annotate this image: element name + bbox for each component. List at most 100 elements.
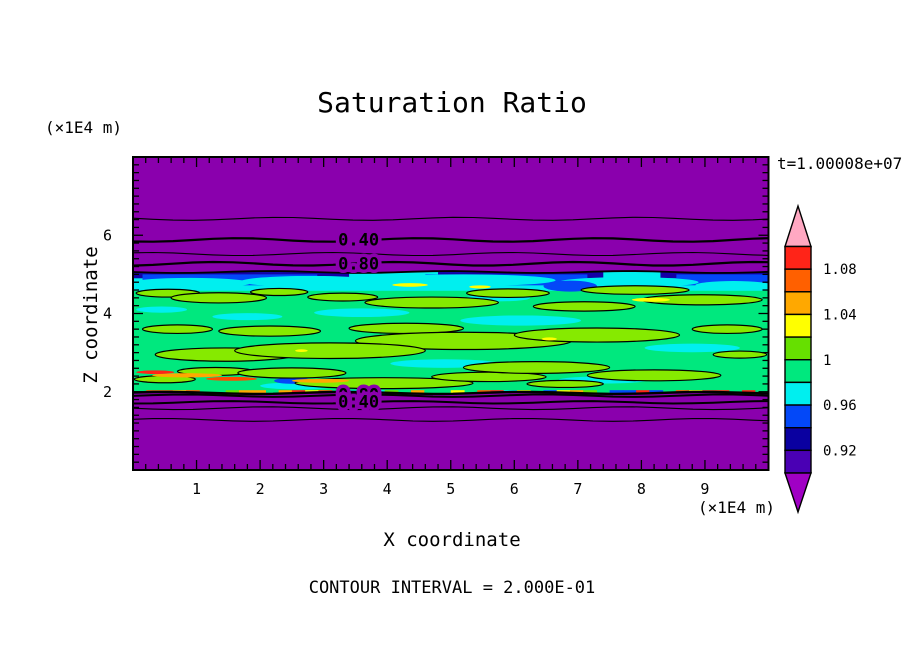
- x-axis-title: X coordinate: [383, 529, 520, 551]
- contour-label: 0.40: [338, 230, 379, 250]
- colorbar-segment: [784, 359, 812, 384]
- yellow-speck: [392, 283, 428, 287]
- chartreuse-blob: [526, 379, 604, 389]
- chartreuse-blob: [691, 324, 763, 335]
- chartreuse-blob: [712, 350, 768, 359]
- contour-line: [133, 400, 769, 405]
- colorbar-segment: [784, 313, 812, 338]
- x-tick-label: 3: [319, 480, 328, 498]
- z-tick-label: 6: [103, 226, 112, 244]
- chartreuse-blob: [364, 296, 500, 309]
- speckle: [212, 390, 227, 393]
- colorbar-under-arrow: [784, 472, 812, 515]
- speckle: [424, 390, 439, 393]
- speckle: [225, 390, 240, 393]
- chartreuse-blob: [170, 292, 268, 304]
- speckle: [649, 390, 664, 393]
- z-axis-unit-label: (×1E4 m): [45, 118, 122, 137]
- colorbar-segment: [784, 291, 812, 316]
- blue-stripe-segment: [676, 274, 769, 286]
- contour-line: [133, 418, 769, 422]
- chartreuse-blob: [532, 301, 636, 312]
- colorbar-tick-label: 0.92: [823, 443, 857, 459]
- colorbar-segment: [784, 268, 812, 293]
- colorbar-tick-label: 1.04: [823, 307, 857, 323]
- yellow-speck: [295, 349, 308, 353]
- warm-streak: [136, 370, 175, 374]
- yellow-speck: [631, 297, 670, 302]
- colorbar-segment: [784, 336, 812, 361]
- x-tick-label: 5: [446, 480, 455, 498]
- speckle: [384, 390, 399, 393]
- chartreuse-blob: [580, 285, 690, 295]
- contour-line: [133, 393, 769, 398]
- speckle: [437, 390, 452, 393]
- speckle: [609, 390, 624, 393]
- chartreuse-blob: [513, 327, 681, 343]
- contour-line: [133, 270, 769, 274]
- chartreuse-blob: [234, 342, 426, 360]
- cyan-patch: [241, 275, 381, 287]
- speckle: [450, 390, 465, 393]
- plot-border: [132, 156, 770, 471]
- timestamp-label: t=1.00008e+07: [777, 154, 902, 173]
- colorbar-segment: [784, 449, 812, 474]
- cyan-patch: [695, 281, 769, 290]
- yellow-speck: [541, 337, 557, 341]
- speckle: [411, 390, 425, 393]
- z-tick-label: 4: [103, 305, 112, 323]
- cyan-patch: [212, 313, 283, 321]
- x-axis-unit-label: (×1E4 m): [698, 498, 775, 517]
- cyan-patch: [136, 306, 188, 313]
- contour-line: [133, 251, 769, 257]
- cyan-patch: [460, 315, 582, 326]
- contour-line: [133, 390, 769, 396]
- tick-layer: [134, 158, 768, 469]
- contour-line: [133, 260, 769, 267]
- colorbar-segment: [784, 245, 812, 270]
- chartreuse-blob: [307, 292, 379, 302]
- contour-line: [133, 216, 769, 221]
- x-tick-label: 6: [510, 480, 519, 498]
- contour-line: [133, 406, 769, 411]
- speckle: [238, 390, 253, 393]
- cyan-patch: [314, 308, 410, 318]
- speckle: [583, 390, 597, 393]
- chartreuse-blob: [466, 288, 550, 299]
- colorbar-tick-label: 1: [823, 353, 831, 369]
- speckle: [291, 390, 306, 393]
- cyan-patch: [644, 343, 740, 353]
- speckle: [477, 390, 492, 393]
- speckle: [636, 390, 650, 393]
- speckle: [742, 390, 756, 393]
- colorbar-segment: [784, 381, 812, 406]
- warm-streak: [291, 378, 350, 383]
- x-tick-label: 4: [383, 480, 392, 498]
- chartreuse-blob: [218, 325, 322, 337]
- chart-title: Saturation Ratio: [317, 86, 587, 119]
- contour-line: [133, 237, 769, 243]
- speckle: [569, 390, 584, 393]
- contour-interval-note: CONTOUR INTERVAL = 2.000E-01: [309, 578, 596, 598]
- colorbar-over-arrow: [784, 203, 812, 248]
- field-layer: 0.400.800.800.40: [133, 157, 769, 470]
- speckle: [252, 390, 266, 393]
- colorbar-segment: [784, 404, 812, 429]
- x-tick-label: 8: [637, 480, 646, 498]
- colorbar-tick-label: 0.96: [823, 398, 857, 414]
- z-axis-title: Z coordinate: [80, 246, 102, 383]
- colorbar: 1.08 1.04 1 0.96 0.92: [784, 203, 857, 515]
- x-tick-label: 9: [700, 480, 709, 498]
- colorbar-segment: [784, 427, 812, 452]
- yellow-speck: [469, 285, 491, 289]
- z-tick-label: 2: [103, 383, 112, 401]
- speckle: [622, 390, 637, 393]
- warm-streak: [152, 373, 222, 378]
- chartreuse-blob: [586, 369, 722, 382]
- contour-label: 0.80: [338, 254, 379, 274]
- x-tick-label: 2: [256, 480, 265, 498]
- x-tick-label: 7: [573, 480, 582, 498]
- cyan-patch: [371, 274, 556, 287]
